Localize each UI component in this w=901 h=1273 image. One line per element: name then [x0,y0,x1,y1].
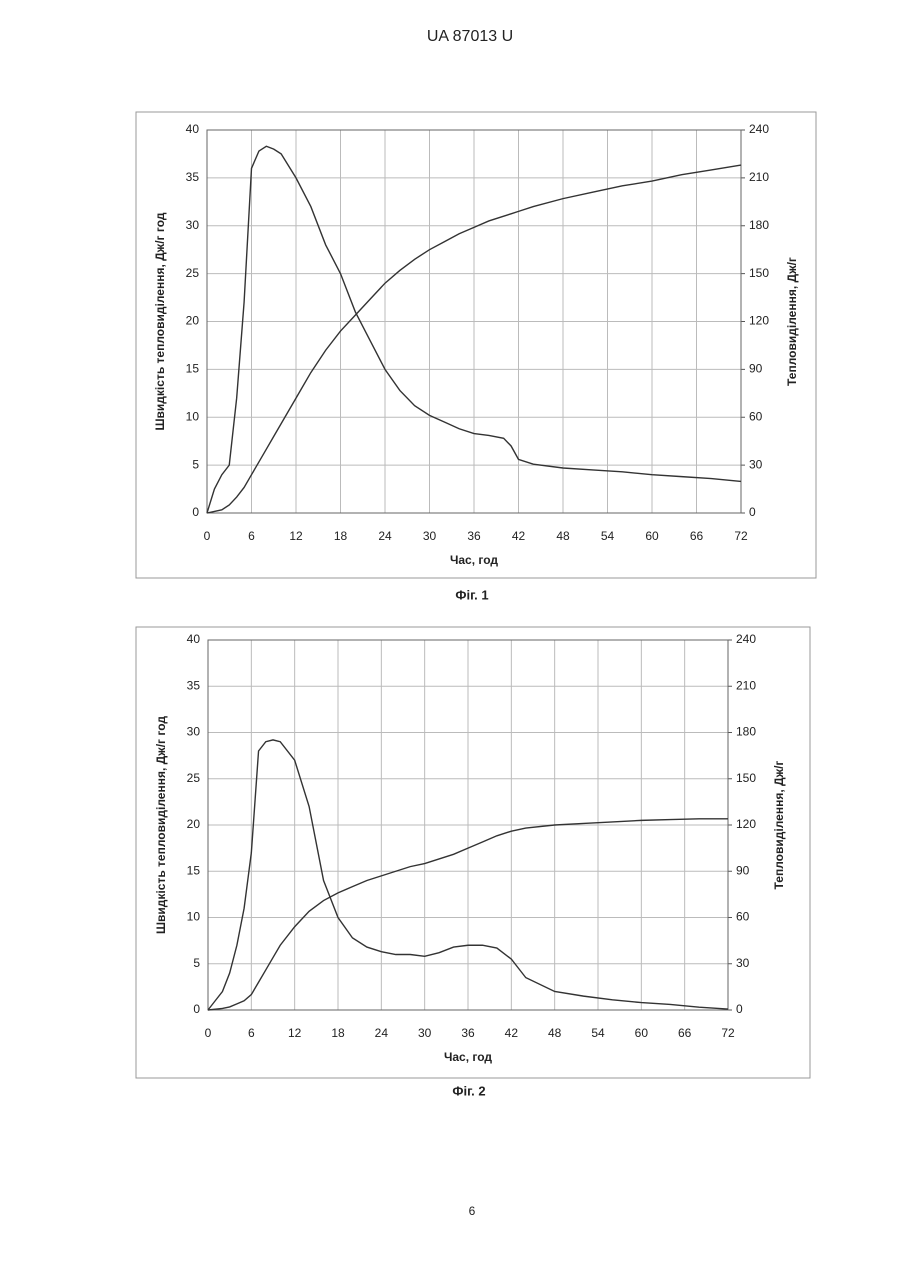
y2-tick-label: 120 [749,314,769,328]
x-tick-label: 24 [375,1026,389,1040]
y2-tick-label: 0 [749,505,756,519]
page-number: 6 [469,1204,476,1218]
x-tick-label: 72 [721,1026,735,1040]
y-tick-label: 35 [187,678,201,692]
y2-tick-label: 90 [736,863,750,877]
x-tick-label: 6 [248,529,255,543]
x-tick-label: 0 [204,529,211,543]
y-tick-label: 10 [187,910,201,924]
y2-tick-label: 150 [749,266,769,280]
y2-tick-label: 120 [736,817,756,831]
x-tick-label: 24 [378,529,392,543]
y2-tick-label: 0 [736,1002,743,1016]
caption: Фіг. 2 [452,1083,485,1098]
y-tick-label: 35 [186,170,200,184]
x-tick-label: 0 [205,1026,212,1040]
y2-tick-label: 210 [749,170,769,184]
y2-tick-label: 150 [736,771,756,785]
x-axis-title: Час, год [450,553,498,567]
x-tick-label: 42 [512,529,526,543]
y-tick-label: 30 [186,218,200,232]
x-tick-label: 60 [645,529,659,543]
x-tick-label: 66 [678,1026,692,1040]
y2-tick-label: 30 [749,457,763,471]
x-tick-label: 18 [331,1026,345,1040]
y2-tick-label: 210 [736,678,756,692]
y2-axis-title: Тепловиділення, Дж/г [772,761,786,890]
y2-tick-label: 90 [749,362,763,376]
x-tick-label: 36 [461,1026,475,1040]
x-tick-label: 48 [548,1026,562,1040]
y-axis-title: Швидкість тепловиділення, Дж/г год [154,716,168,934]
x-tick-label: 72 [734,529,748,543]
x-tick-label: 42 [505,1026,519,1040]
page: UA 87013 U 6 051015202530354003060901201… [0,0,901,1273]
y-tick-label: 25 [187,771,201,785]
y2-tick-label: 60 [749,409,763,423]
caption: Фіг. 1 [455,587,488,602]
y-tick-label: 40 [186,122,200,136]
y-axis-title: Швидкість тепловиділення, Дж/г год [153,212,167,430]
x-tick-label: 54 [591,1026,605,1040]
header: UA 87013 U [427,28,513,45]
y-tick-label: 40 [187,632,201,646]
y-tick-label: 10 [186,409,200,423]
x-tick-label: 48 [556,529,570,543]
y2-tick-label: 180 [749,218,769,232]
x-tick-label: 6 [248,1026,255,1040]
y2-tick-label: 180 [736,725,756,739]
y-tick-label: 15 [186,362,200,376]
y-tick-label: 15 [187,863,201,877]
y2-tick-label: 60 [736,910,750,924]
y2-tick-label: 240 [736,632,756,646]
x-tick-label: 66 [690,529,704,543]
y-tick-label: 0 [193,1002,200,1016]
x-tick-label: 12 [289,529,303,543]
y-tick-label: 0 [192,505,199,519]
x-tick-label: 54 [601,529,615,543]
y2-tick-label: 30 [736,956,750,970]
y2-axis-title: Тепловиділення, Дж/г [785,257,799,386]
chart-frame [136,112,816,578]
x-tick-label: 12 [288,1026,302,1040]
x-tick-label: 60 [635,1026,649,1040]
x-tick-label: 30 [423,529,437,543]
y-tick-label: 20 [187,817,201,831]
x-tick-label: 36 [467,529,481,543]
x-tick-label: 18 [334,529,348,543]
y2-tick-label: 240 [749,122,769,136]
x-axis-title: Час, год [444,1050,492,1064]
x-tick-label: 30 [418,1026,432,1040]
y-tick-label: 25 [186,266,200,280]
y-tick-label: 20 [186,314,200,328]
y-tick-label: 5 [193,956,200,970]
y-tick-label: 30 [187,725,201,739]
y-tick-label: 5 [192,457,199,471]
